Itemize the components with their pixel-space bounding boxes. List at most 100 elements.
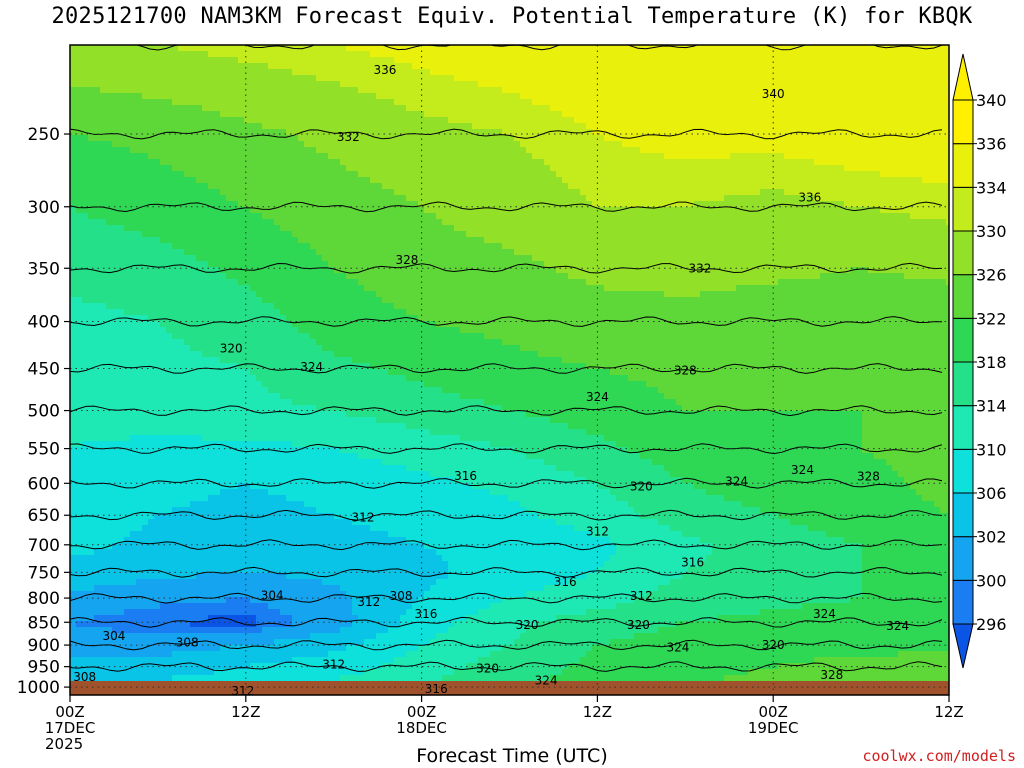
field-cell bbox=[196, 327, 203, 334]
field-cell bbox=[316, 159, 323, 166]
field-cell bbox=[100, 141, 107, 148]
field-cell bbox=[70, 525, 77, 532]
field-cell bbox=[136, 363, 143, 370]
field-cell bbox=[268, 609, 275, 616]
field-cell bbox=[142, 93, 149, 100]
field-cell bbox=[286, 273, 293, 280]
field-cell bbox=[160, 243, 167, 250]
field-cell bbox=[316, 393, 323, 400]
field-cell bbox=[118, 309, 125, 316]
field-cell bbox=[262, 303, 269, 310]
field-cell bbox=[304, 165, 311, 172]
field-cell bbox=[130, 363, 137, 370]
field-cell bbox=[160, 219, 167, 226]
field-cell bbox=[172, 669, 179, 676]
field-cell bbox=[136, 573, 143, 580]
field-cell bbox=[76, 105, 83, 112]
field-cell bbox=[274, 189, 281, 196]
field-cell bbox=[154, 387, 161, 394]
field-cell bbox=[88, 297, 95, 304]
field-cell bbox=[148, 189, 155, 196]
field-cell bbox=[322, 273, 329, 280]
field-cell bbox=[256, 507, 263, 514]
field-cell bbox=[190, 381, 197, 388]
field-cell bbox=[244, 651, 251, 658]
field-cell bbox=[232, 459, 239, 466]
field-cell bbox=[292, 477, 299, 484]
field-cell bbox=[130, 459, 137, 466]
field-cell bbox=[178, 315, 185, 322]
field-cell bbox=[244, 189, 251, 196]
field-cell bbox=[280, 387, 287, 394]
field-cell bbox=[70, 297, 77, 304]
field-cell bbox=[232, 585, 239, 592]
field-cell bbox=[112, 411, 119, 418]
field-cell bbox=[328, 261, 335, 268]
field-cell bbox=[100, 261, 107, 268]
field-cell bbox=[178, 441, 185, 448]
field-cell bbox=[106, 651, 113, 658]
field-cell bbox=[340, 585, 347, 592]
field-cell bbox=[172, 147, 179, 154]
field-cell bbox=[190, 333, 197, 340]
field-cell bbox=[244, 327, 251, 334]
field-cell bbox=[268, 573, 275, 580]
field-cell bbox=[256, 51, 263, 58]
field-cell bbox=[334, 387, 341, 394]
field-cell bbox=[298, 207, 305, 214]
field-cell bbox=[286, 519, 293, 526]
field-cell bbox=[322, 201, 329, 208]
field-cell bbox=[232, 423, 239, 430]
field-cell bbox=[268, 219, 275, 226]
field-cell bbox=[340, 591, 347, 598]
field-cell bbox=[154, 543, 161, 550]
field-cell bbox=[100, 87, 107, 94]
field-cell bbox=[334, 675, 341, 682]
field-cell bbox=[256, 309, 263, 316]
field-cell bbox=[328, 189, 335, 196]
field-cell bbox=[88, 351, 95, 358]
field-cell bbox=[238, 405, 245, 412]
field-cell bbox=[304, 183, 311, 190]
field-cell bbox=[94, 225, 101, 232]
field-cell bbox=[328, 105, 335, 112]
field-cell bbox=[136, 81, 143, 88]
field-cell bbox=[148, 297, 155, 304]
field-cell bbox=[322, 135, 329, 142]
field-cell bbox=[250, 123, 257, 130]
field-cell bbox=[238, 201, 245, 208]
field-cell bbox=[220, 195, 227, 202]
field-cell bbox=[178, 285, 185, 292]
field-cell bbox=[214, 255, 221, 262]
field-cell bbox=[178, 273, 185, 280]
field-cell bbox=[208, 549, 215, 556]
field-cell bbox=[130, 651, 137, 658]
field-cell bbox=[202, 291, 209, 298]
field-cell bbox=[220, 477, 227, 484]
field-cell bbox=[262, 579, 269, 586]
field-cell bbox=[322, 345, 329, 352]
field-cell bbox=[316, 645, 323, 652]
field-cell bbox=[274, 111, 281, 118]
field-cell bbox=[106, 363, 113, 370]
field-cell bbox=[130, 351, 137, 358]
field-cell bbox=[178, 375, 185, 382]
field-cell bbox=[298, 417, 305, 424]
field-cell bbox=[268, 507, 275, 514]
field-cell bbox=[70, 273, 77, 280]
field-cell bbox=[304, 171, 311, 178]
field-cell bbox=[280, 513, 287, 520]
field-cell bbox=[136, 231, 143, 238]
field-cell bbox=[142, 81, 149, 88]
field-cell bbox=[304, 441, 311, 448]
field-cell bbox=[118, 207, 125, 214]
field-cell bbox=[124, 351, 131, 358]
field-cell bbox=[184, 585, 191, 592]
field-cell bbox=[94, 369, 101, 376]
field-cell bbox=[178, 333, 185, 340]
field-cell bbox=[166, 333, 173, 340]
field-cell bbox=[196, 231, 203, 238]
field-cell bbox=[328, 255, 335, 262]
field-cell bbox=[100, 501, 107, 508]
field-cell bbox=[94, 279, 101, 286]
